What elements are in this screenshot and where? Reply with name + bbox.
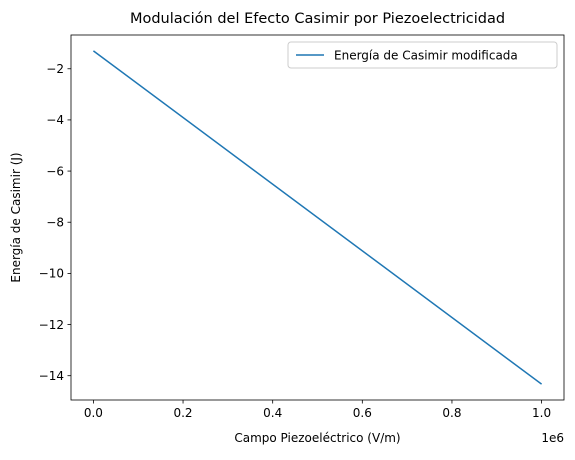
x-axis-label: Campo Piezoeléctrico (V/m)	[234, 431, 400, 445]
y-axis-ticks: −2 −4 −6 −8 −10 −12 −14	[39, 62, 71, 383]
x-tick-label: 0.0	[84, 406, 103, 420]
x-axis-offset-label: 1e6	[541, 431, 564, 445]
y-tick-label: −10	[39, 267, 64, 281]
series-line-0	[92, 50, 543, 385]
x-axis-ticks: 0.0 0.2 0.4 0.6 0.8 1.0	[84, 400, 551, 420]
x-tick-label: 0.4	[263, 406, 282, 420]
y-tick-label: −14	[39, 369, 64, 383]
y-tick-label: −6	[46, 164, 64, 178]
y-tick-label: −8	[46, 216, 64, 230]
legend-label: Energía de Casimir modificada	[334, 48, 518, 62]
x-tick-label: 0.6	[353, 406, 372, 420]
y-tick-label: −2	[46, 62, 64, 76]
legend-frame	[287, 41, 558, 69]
x-tick-label: 0.8	[442, 406, 461, 420]
plot-area-frame	[70, 34, 565, 401]
x-tick-label: 0.2	[173, 406, 192, 420]
y-axis-label: Energía de Casimir (J)	[9, 152, 23, 282]
series-layer	[92, 50, 543, 385]
legend: Energía de Casimir modificada	[287, 41, 558, 69]
chart-title: Modulación del Efecto Casimir por Piezoe…	[130, 11, 505, 27]
y-tick-label: −4	[46, 113, 64, 127]
y-tick-label: −12	[39, 318, 64, 332]
x-tick-label: 1.0	[532, 406, 551, 420]
